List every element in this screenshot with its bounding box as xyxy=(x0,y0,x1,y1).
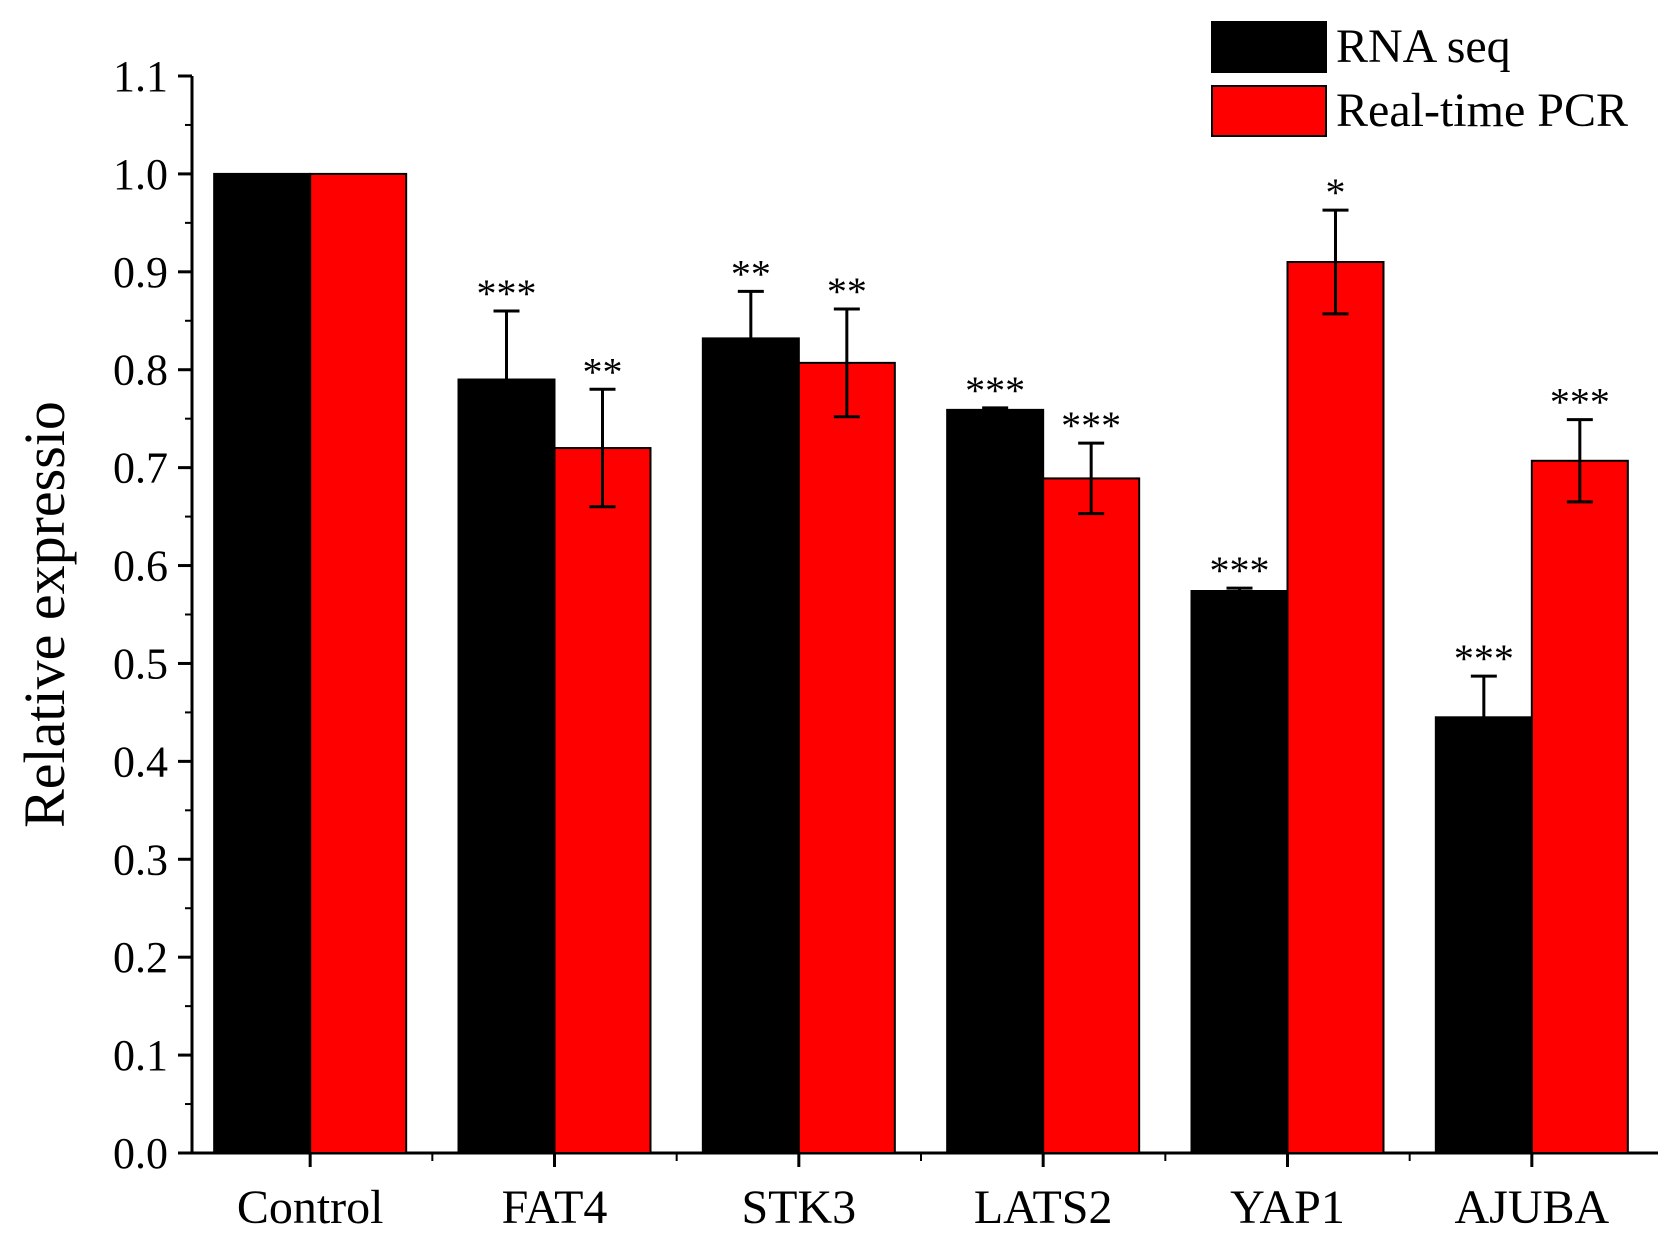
y-axis-title: Relative expressio xyxy=(12,401,77,828)
bar-rna-seq xyxy=(457,378,556,1154)
x-category-label: AJUBA xyxy=(1454,1181,1609,1234)
significance-label: *** xyxy=(1061,403,1121,448)
significance-label: ** xyxy=(827,269,867,314)
y-tick-label: 0.2 xyxy=(113,933,168,982)
x-category-label: FAT4 xyxy=(502,1181,608,1234)
significance-label: ** xyxy=(731,251,771,296)
y-tick-label: 1.0 xyxy=(113,150,168,199)
significance-label: *** xyxy=(477,271,537,316)
bar-rna-seq xyxy=(213,172,312,1154)
y-tick-label: 0.1 xyxy=(113,1031,168,1080)
significance-label: *** xyxy=(965,368,1025,413)
x-category-label: Control xyxy=(237,1181,384,1234)
y-tick-label: 0.8 xyxy=(113,346,168,395)
y-tick-label: 0.6 xyxy=(113,542,168,591)
legend-label: RNA seq xyxy=(1336,20,1511,73)
bar-rna-seq xyxy=(701,337,800,1154)
bar-real-time-pcr xyxy=(1286,261,1385,1154)
y-tick-label: 0.7 xyxy=(113,444,168,493)
significance-label: *** xyxy=(1550,380,1610,425)
x-category-label: LATS2 xyxy=(974,1181,1113,1234)
y-tick-label: 0.3 xyxy=(113,835,168,884)
y-tick-label: 0.0 xyxy=(113,1129,168,1178)
legend-swatch xyxy=(1211,85,1327,137)
significance-label: ** xyxy=(583,349,623,394)
bar-real-time-pcr xyxy=(553,447,652,1154)
significance-label: *** xyxy=(1454,636,1514,681)
bar-rna-seq xyxy=(1190,590,1289,1154)
bar-rna-seq xyxy=(946,408,1045,1154)
bar-real-time-pcr xyxy=(1530,459,1629,1154)
x-category-label: YAP1 xyxy=(1230,1181,1345,1234)
bar-real-time-pcr xyxy=(309,172,408,1154)
significance-label: *** xyxy=(1210,548,1270,593)
y-tick-label: 0.4 xyxy=(113,737,168,786)
bar-rna-seq xyxy=(1434,716,1533,1155)
bar-real-time-pcr xyxy=(1042,477,1141,1154)
significance-label: * xyxy=(1326,170,1346,215)
legend-swatch xyxy=(1211,21,1327,73)
y-tick-label: 0.5 xyxy=(113,639,168,688)
x-category-label: STK3 xyxy=(741,1181,856,1234)
legend-label: Real-time PCR xyxy=(1336,84,1628,137)
bar-real-time-pcr xyxy=(797,361,896,1154)
y-tick-label: 1.1 xyxy=(113,52,168,101)
y-tick-label: 0.9 xyxy=(113,248,168,297)
